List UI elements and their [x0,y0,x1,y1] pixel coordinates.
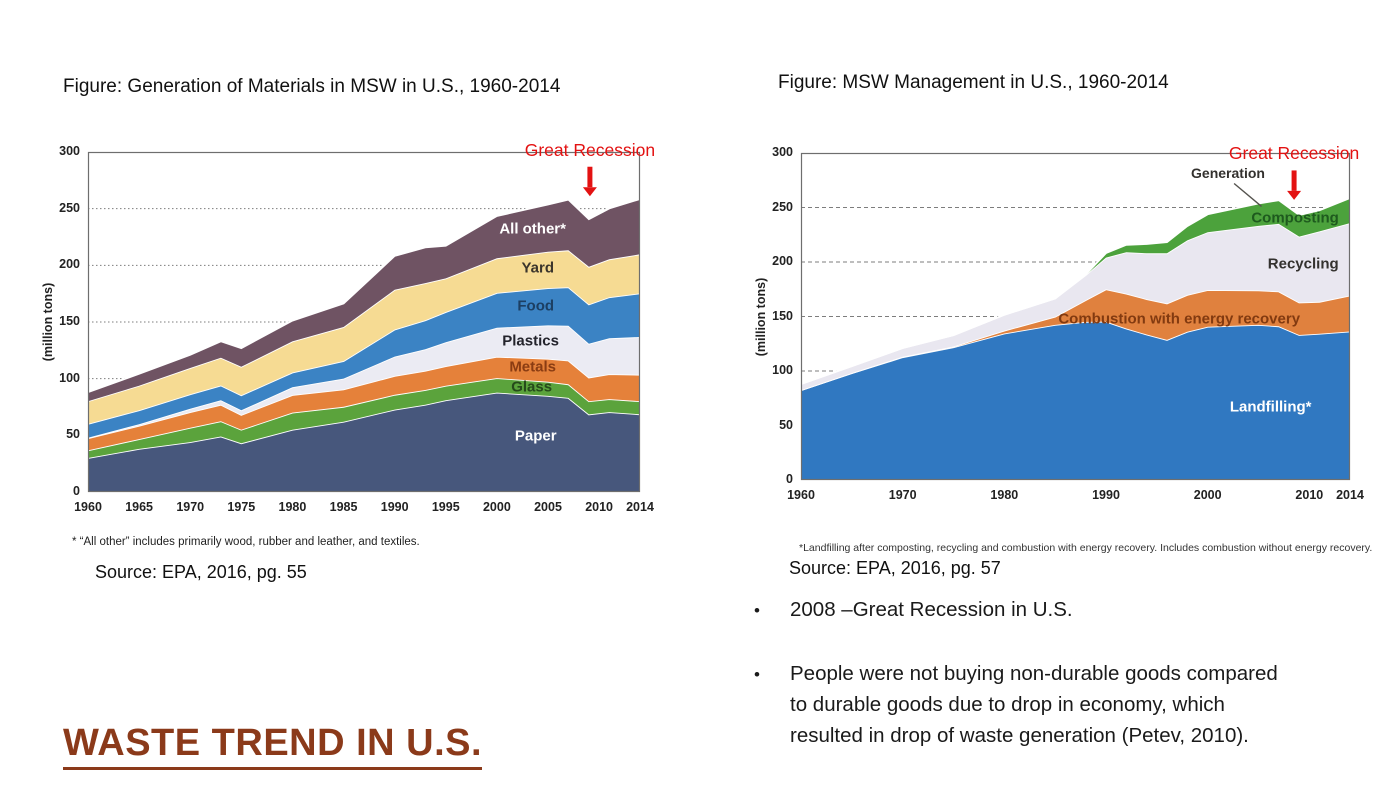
x-tick-label: 1980 [278,500,307,514]
x-tick-label: 2010 [1295,488,1324,502]
area-yard [88,250,640,424]
chart-right-plot-area [800,152,1351,481]
y-tick-label: 100 [59,370,80,385]
area-glass [88,378,640,458]
area-combustion-with-energy-recovery [801,289,1350,391]
x-tick-label: 1965 [125,500,154,514]
area-paper [88,392,640,492]
y-tick-label: 200 [772,254,793,268]
y-tick-label: 300 [772,145,793,159]
series-label-food: Food [517,297,555,315]
y-tick-label: 250 [772,199,793,214]
x-tick-label: 1990 [1092,488,1120,502]
series-label-plastics: Plastics [502,332,559,350]
bullet-item-explanation: People were not buying non-durable goods… [752,658,1377,751]
left-figure-title: Figure: Generation of Materials in MSW i… [63,76,561,97]
left-chart-footnote: * “All other” includes primarily wood, r… [72,536,420,548]
great-recession-annotation: Great Recession [1228,143,1360,164]
x-tick-label: 1975 [227,500,256,514]
x-tick-label: 2014 [1336,488,1364,502]
x-tick-label: 2010 [585,500,614,514]
x-tick-label: 1990 [380,500,409,514]
y-axis-title: (million tons) [41,282,55,362]
area-all-other- [88,199,640,402]
area-landfilling- [801,321,1350,480]
series-label-generation: Generation [1191,164,1265,181]
msw-management-chart: Great Recession 0 50 100 150 200 250 300 1960 197… [754,143,1364,502]
x-tick-label: 1985 [329,500,358,514]
y-tick-label: 300 [59,144,80,158]
y-tick-label: 0 [786,472,793,486]
series-label-yard: Yard [521,259,555,277]
y-tick-label: 50 [779,417,793,432]
right-source-text: Source: EPA, 2016, pg. 57 [789,558,1001,578]
x-tick-label: 1970 [888,488,917,502]
right-chart-footnote: *Landfilling after composting, recycling… [799,542,1373,554]
y-tick-label: 150 [59,314,80,328]
series-label-recycling: Recycling [1267,255,1339,273]
bullet-item-recession: 2008 –Great Recession in U.S. [752,594,1377,626]
series-label-all-other-: All other* [499,220,566,238]
x-tick-label: 2000 [1193,488,1222,502]
area-composting [801,198,1350,384]
y-tick-label: 100 [772,363,793,377]
left-source-text: Source: EPA, 2016, pg. 55 [95,562,307,582]
series-label-combustion-with-energy-recovery: Combustion with energy recovery [1058,310,1301,328]
area-food [88,287,640,438]
series-label-landfilling-: Landfilling* [1229,398,1312,416]
slide-heading: WASTE TREND IN U.S. [63,723,483,770]
series-label-metals: Metals [509,358,556,376]
x-tick-label: 1970 [176,500,205,514]
great-recession-annotation: Great Recession [524,139,656,160]
series-label-composting: Composting [1251,209,1339,227]
x-tick-label: 1980 [990,488,1019,502]
x-tick-label: 1960 [74,500,102,514]
y-tick-label: 150 [772,308,793,323]
x-tick-label: 2000 [482,500,511,514]
right-figure-title: Figure: MSW Management in U.S., 1960-201… [778,72,1169,93]
area-recycling [801,223,1350,391]
x-tick-label: 1960 [787,488,815,502]
generation-of-materials-chart: Great Recession 0 50 100 150 200 250 300 1960 196… [41,140,655,514]
y-tick-label: 0 [73,484,80,498]
chart-left-plot-area [87,151,641,493]
y-tick-label: 200 [59,257,80,272]
y-tick-label: 50 [66,427,80,442]
x-tick-label: 2005 [534,500,562,514]
series-label-paper: Paper [514,427,557,445]
bullet-list: 2008 –Great Recession in U.S. People wer… [752,594,1377,784]
y-axis-title: (million tons) [754,277,768,356]
x-tick-label: 1995 [431,500,460,514]
series-label-glass: Glass [511,378,553,396]
y-tick-label: 250 [59,200,80,215]
x-tick-label: 2014 [626,500,654,514]
area-plastics [88,325,640,439]
